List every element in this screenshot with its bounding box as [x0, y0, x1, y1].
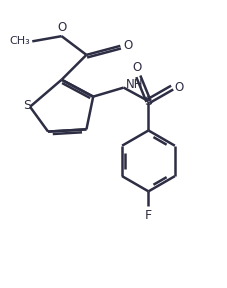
Text: NH: NH: [126, 78, 143, 91]
Text: CH₃: CH₃: [9, 36, 30, 46]
Text: S: S: [144, 95, 153, 108]
Text: S: S: [23, 99, 31, 112]
Text: F: F: [145, 209, 152, 222]
Text: O: O: [175, 81, 184, 94]
Text: O: O: [57, 21, 66, 34]
Text: O: O: [123, 39, 132, 52]
Text: O: O: [133, 61, 142, 74]
